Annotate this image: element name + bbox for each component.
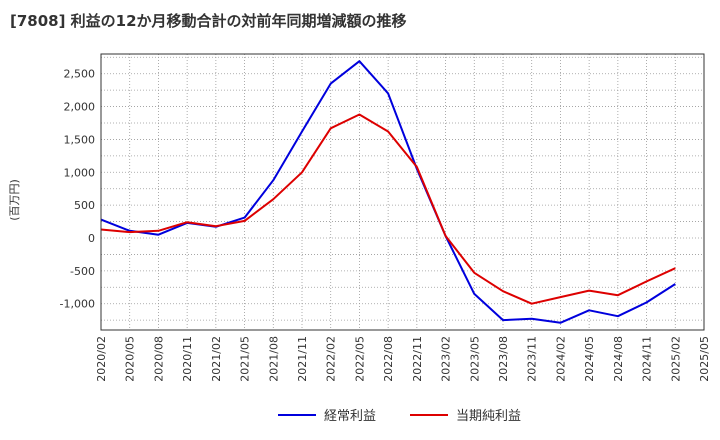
- series-line-2: [100, 113, 676, 305]
- legend-label-1: 経常利益: [324, 409, 376, 424]
- y-tick-label: 500: [74, 199, 95, 212]
- grid-layer: [101, 54, 704, 330]
- x-tick-label: 2020/11: [181, 336, 194, 382]
- y-tick-label: 1,500: [64, 133, 96, 146]
- y-tick-label: -1,000: [60, 298, 95, 311]
- legend-label-2: 当期純利益: [456, 409, 521, 424]
- x-tick-label: 2023/11: [526, 336, 539, 382]
- x-tick-label: 2024/05: [583, 336, 596, 382]
- chart-title: [7808] 利益の12か月移動合計の対前年同期増減額の推移: [10, 12, 407, 30]
- x-tick-label: 2022/11: [411, 336, 424, 382]
- plot-frame: [100, 53, 705, 331]
- x-tick-label: 2024/11: [641, 336, 654, 382]
- x-tick-label: 2022/05: [353, 336, 366, 382]
- y-tick-label: 1,000: [64, 166, 96, 179]
- y-axis-label: (百万円): [8, 179, 21, 221]
- y-tick-label: 2,500: [64, 68, 96, 81]
- x-tick-label: 2021/08: [267, 336, 280, 382]
- x-tick-label: 2021/02: [210, 336, 223, 382]
- x-tick-label: 2021/05: [239, 336, 252, 382]
- y-tick-label: -500: [70, 265, 95, 278]
- x-tick-label: 2021/11: [296, 336, 309, 382]
- x-tick-label: 2025/05: [698, 336, 711, 382]
- x-tick-label: 2023/02: [440, 336, 453, 382]
- x-tick-label: 2023/08: [497, 336, 510, 382]
- y-tick-label: 2,000: [64, 101, 96, 114]
- x-tick-label: 2023/05: [468, 336, 481, 382]
- x-tick-label: 2020/02: [95, 336, 108, 382]
- plot-area: [101, 54, 704, 330]
- axis-layer: 2020/02 2020/05 2020/08 2020/11 2021/02 2021/…: [60, 68, 711, 382]
- x-tick-label: 2024/08: [612, 336, 625, 382]
- legend: 経常利益 当期純利益: [278, 409, 521, 424]
- x-tick-label: 2024/02: [554, 336, 567, 382]
- x-tick-label: 2020/08: [152, 336, 165, 382]
- y-tick-label: 0: [88, 232, 95, 245]
- x-tick-label: 2025/02: [669, 336, 682, 382]
- x-tick-label: 2020/05: [124, 336, 137, 382]
- x-tick-label: 2022/08: [382, 336, 395, 382]
- x-tick-label: 2022/02: [325, 336, 338, 382]
- series-layer: [100, 60, 676, 324]
